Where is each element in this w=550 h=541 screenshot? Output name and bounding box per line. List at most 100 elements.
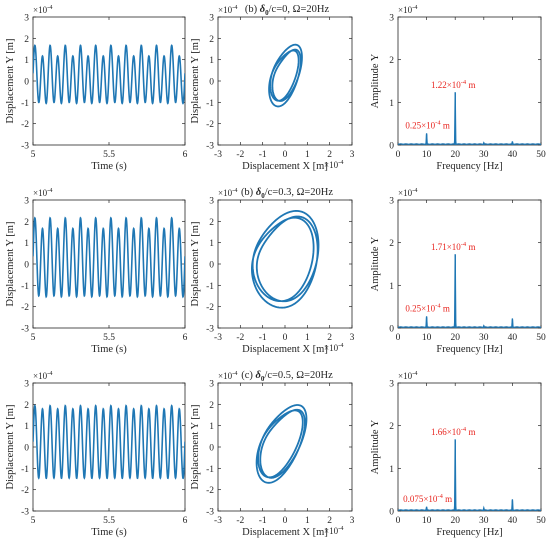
spectrum-line bbox=[398, 439, 541, 511]
plot-frame bbox=[217, 16, 353, 146]
y-exponent-label: ×10-4 bbox=[218, 4, 238, 15]
x-axis-label: Displacement X [m] bbox=[242, 344, 328, 355]
x-axis-label: Time (s) bbox=[91, 161, 127, 172]
y-tick-label: 3 bbox=[209, 197, 214, 207]
y-tick-label: 2 bbox=[209, 218, 214, 228]
y-tick-label: 2 bbox=[209, 401, 214, 411]
y-tick-label: -2 bbox=[21, 120, 29, 130]
x-tick-label: 40 bbox=[508, 516, 518, 526]
spectrum-line bbox=[398, 92, 541, 145]
y-tick-label: -3 bbox=[206, 142, 214, 152]
y-tick-label: 2 bbox=[209, 35, 214, 45]
y-tick-label: 1 bbox=[209, 56, 214, 66]
plot-frame bbox=[217, 382, 353, 512]
y-tick-label: 2 bbox=[389, 422, 394, 432]
x-tick-label: 2 bbox=[327, 333, 332, 343]
x-tick-label: 1 bbox=[305, 333, 310, 343]
plot-frame bbox=[397, 382, 542, 512]
x-tick-label: 30 bbox=[479, 333, 489, 343]
y-axis-label: Displacement Y [m] bbox=[190, 39, 201, 124]
x-tick-label: -1 bbox=[259, 333, 267, 343]
data-layer bbox=[398, 92, 541, 145]
y-tick-label: 3 bbox=[209, 14, 214, 24]
x-tick-label: 6 bbox=[183, 516, 188, 526]
x-tick-label: 20 bbox=[450, 150, 460, 160]
y-tick-label: 0 bbox=[389, 508, 394, 518]
y-axis-label: Displacement Y [m] bbox=[190, 405, 201, 490]
x-axis-label: Frequency [Hz] bbox=[436, 344, 502, 355]
y-axis-label: Displacement Y [m] bbox=[5, 222, 16, 307]
x-tick-label: 0 bbox=[396, 516, 401, 526]
y-tick-label: 1 bbox=[24, 422, 29, 432]
x-tick-label: 3 bbox=[350, 333, 355, 343]
x-tick-label: 0 bbox=[283, 333, 288, 343]
y-tick-label: 1 bbox=[389, 282, 394, 292]
y-tick-label: 0 bbox=[209, 78, 214, 88]
panel-r2-time: -3 -2 -1 0 1 2 3 5 5.5 6 ×10-4 Time (s) Displacement… bbox=[5, 187, 188, 355]
y-exponent-label: ×10-4 bbox=[398, 187, 418, 198]
y-tick-label: 0 bbox=[24, 261, 29, 271]
y-tick-label: 0 bbox=[24, 444, 29, 454]
panel-r1-time: -3 -2 -1 0 1 2 3 5 5.5 6 ×10-4 Time (s) Displacement… bbox=[5, 4, 188, 172]
y-tick-label: 0 bbox=[24, 78, 29, 88]
y-exponent-label: ×10-4 bbox=[33, 370, 53, 381]
x-tick-label: 5 bbox=[31, 333, 36, 343]
x-axis-label: Frequency [Hz] bbox=[436, 527, 502, 538]
y-tick-label: 2 bbox=[389, 56, 394, 66]
x-tick-label: 0 bbox=[283, 150, 288, 160]
orbit-line bbox=[250, 210, 320, 309]
orbit-line bbox=[268, 43, 303, 108]
y-tick-label: 3 bbox=[389, 14, 394, 24]
y-tick-label: 0 bbox=[209, 261, 214, 271]
y-axis-label: Displacement Y [m] bbox=[5, 405, 16, 490]
plot-frame bbox=[397, 16, 542, 146]
x-axis-label: Displacement X [m] bbox=[242, 527, 328, 538]
row-title: (b) δ0/c=0, Ω=20Hz bbox=[245, 4, 330, 17]
x-tick-label: 5.5 bbox=[103, 150, 115, 160]
x-tick-label: 40 bbox=[508, 333, 518, 343]
x-tick-label: 5.5 bbox=[103, 333, 115, 343]
data-layer bbox=[33, 44, 185, 105]
x-tick-label: 40 bbox=[508, 150, 518, 160]
data-layer bbox=[398, 439, 541, 511]
x-tick-label: 2 bbox=[327, 516, 332, 526]
y-tick-label: 1 bbox=[209, 239, 214, 249]
x-tick-label: 50 bbox=[536, 516, 546, 526]
x-tick-label: 6 bbox=[183, 150, 188, 160]
y-tick-label: 0 bbox=[389, 142, 394, 152]
x-tick-label: 50 bbox=[536, 150, 546, 160]
y-tick-label: 1 bbox=[389, 99, 394, 109]
x-tick-label: 10 bbox=[422, 516, 432, 526]
y-tick-label: -3 bbox=[206, 508, 214, 518]
y-tick-label: 0 bbox=[209, 444, 214, 454]
data-layer bbox=[33, 404, 185, 480]
y-tick-label: 2 bbox=[24, 401, 29, 411]
y-tick-label: -2 bbox=[21, 486, 29, 496]
x-tick-label: 1 bbox=[305, 150, 310, 160]
y-tick-label: -3 bbox=[21, 325, 29, 335]
y-axis-label: Displacement Y [m] bbox=[5, 39, 16, 124]
x-tick-label: -3 bbox=[214, 150, 222, 160]
y-exponent-label: ×10-4 bbox=[33, 187, 53, 198]
x-tick-label: 0 bbox=[396, 333, 401, 343]
peak-annotation: 0.075×10-4 m bbox=[403, 493, 452, 504]
y-tick-label: -1 bbox=[21, 465, 29, 475]
x-tick-label: 2 bbox=[327, 150, 332, 160]
row-title: (b) δ0/c=0.3, Ω=20Hz bbox=[241, 187, 333, 200]
y-tick-label: -3 bbox=[21, 508, 29, 518]
x-exponent-label: ×10-4 bbox=[324, 159, 344, 170]
x-tick-label: 5 bbox=[31, 516, 36, 526]
data-layer bbox=[33, 216, 185, 299]
y-axis-label: Amplitude Y bbox=[370, 53, 381, 108]
x-tick-label: 3 bbox=[350, 516, 355, 526]
y-tick-label: -3 bbox=[206, 325, 214, 335]
x-axis-label: Displacement X [m] bbox=[242, 161, 328, 172]
y-tick-label: 3 bbox=[24, 380, 29, 390]
y-exponent-label: ×10-4 bbox=[218, 187, 238, 198]
time-series-line bbox=[33, 44, 185, 105]
